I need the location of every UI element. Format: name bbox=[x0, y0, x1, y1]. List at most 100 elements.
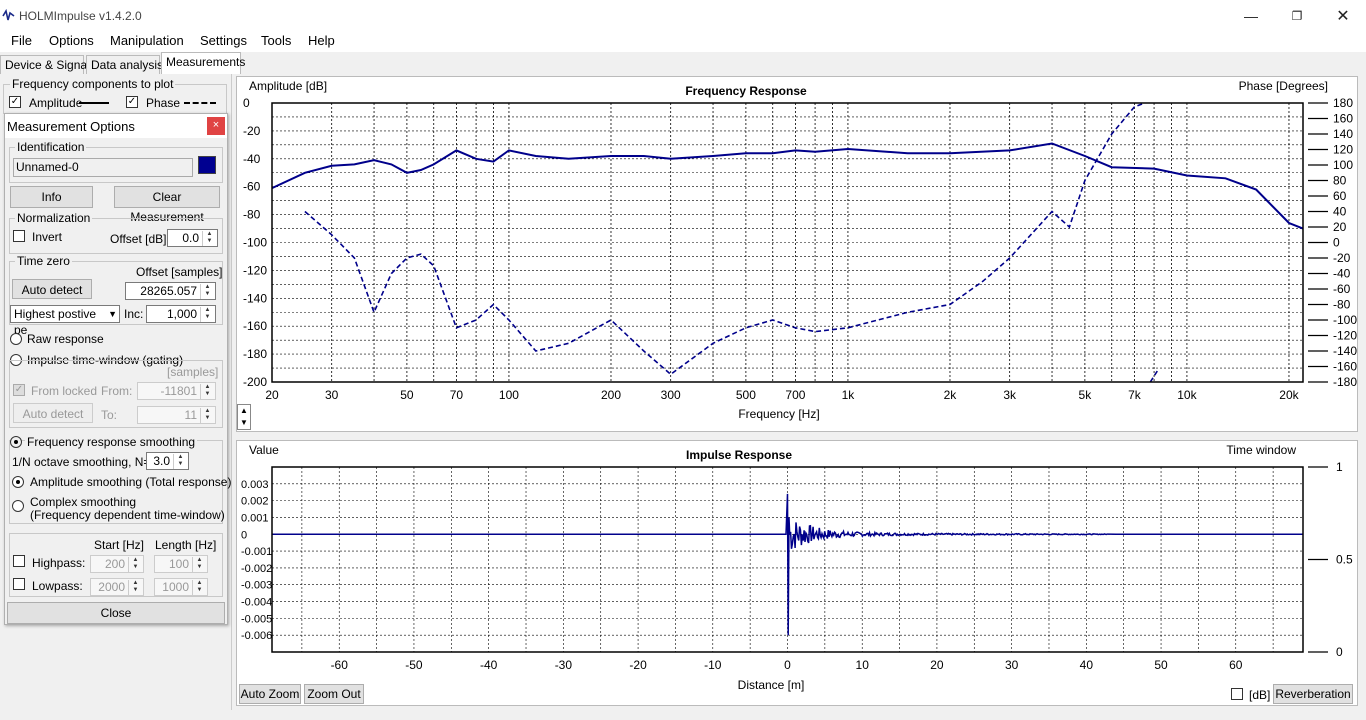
fr-x-tick-1: 30 bbox=[325, 388, 339, 402]
time-zero-mode-select[interactable]: Highest postive pe ▼ bbox=[10, 305, 120, 337]
from-spinner[interactable]: ▲ ▼ bbox=[200, 384, 214, 399]
raw-response-radio[interactable] bbox=[10, 333, 22, 345]
frequency-response-chart[interactable]: Amplitude [dB] Phase [Degrees] Frequency… bbox=[236, 76, 1358, 432]
ir-x-tick-8: 20 bbox=[930, 658, 944, 672]
offset-samples-spinner[interactable]: ▲ ▼ bbox=[200, 284, 214, 299]
status-bar bbox=[0, 710, 1366, 720]
tab-data-analysis[interactable]: Data analysis bbox=[86, 55, 163, 74]
menu-manipulation[interactable]: Manipulation bbox=[110, 33, 184, 48]
reverberation-button[interactable]: Reverberation bbox=[1273, 684, 1353, 704]
offset-db-spinner[interactable]: ▲ ▼ bbox=[202, 231, 216, 246]
lowpass-length-spinner[interactable]: ▲ ▼ bbox=[192, 580, 206, 595]
highpass-length-field[interactable]: 100 ▲ ▼ bbox=[154, 555, 208, 573]
highpass-checkbox[interactable] bbox=[13, 555, 25, 567]
window-title: HOLMImpulse v1.4.2.0 bbox=[19, 9, 142, 23]
fr-phase-tick-6: 60 bbox=[1333, 189, 1347, 203]
ir-x-tick-4: -20 bbox=[629, 658, 647, 672]
from-value: -11801 bbox=[160, 384, 197, 398]
highpass-start-spinner[interactable]: ▲ ▼ bbox=[128, 557, 142, 572]
menu-tools[interactable]: Tools bbox=[261, 33, 292, 48]
restore-button[interactable]: ❐ bbox=[1274, 0, 1320, 32]
offset-db-field[interactable]: 0.0 ▲ ▼ bbox=[167, 229, 218, 247]
fr-y-tick-5: -100 bbox=[243, 236, 267, 250]
ir-y-tick-7: -0.004 bbox=[241, 597, 272, 609]
auto-detect-gating-button[interactable]: Auto detect bbox=[13, 403, 93, 423]
close-window-button[interactable]: ✕ bbox=[1320, 0, 1366, 32]
fr-phase-tick-17: -160 bbox=[1333, 360, 1357, 374]
lowpass-length-field[interactable]: 1000 ▲ ▼ bbox=[154, 578, 208, 596]
menu-settings[interactable]: Settings bbox=[200, 33, 247, 48]
highpass-start-field[interactable]: 200 ▲ ▼ bbox=[90, 555, 144, 573]
fr-phase-tick-8: 20 bbox=[1333, 220, 1347, 234]
phase-checkbox[interactable]: ✓ bbox=[126, 96, 138, 108]
ir-y-ticks: 0.003 0.002 0.001 0 -0.001 -0.002 -0.003 -0.004… bbox=[241, 479, 272, 642]
filters-group bbox=[9, 533, 223, 597]
ir-window-tick-2: 0 bbox=[1336, 645, 1343, 659]
to-field[interactable]: 11 ▲ ▼ bbox=[137, 406, 216, 424]
fr-phase-tick-12: -60 bbox=[1333, 282, 1351, 296]
ir-x-tick-5: -10 bbox=[704, 658, 722, 672]
menu-file[interactable]: File bbox=[11, 33, 32, 48]
complex-smoothing-radio[interactable] bbox=[12, 500, 24, 512]
fr-grid bbox=[271, 102, 1303, 383]
samples-label: [samples] bbox=[167, 365, 219, 379]
auto-detect-button[interactable]: Auto detect bbox=[12, 279, 92, 299]
smoothing-radio[interactable] bbox=[10, 436, 22, 448]
fr-phase-tick-1: 160 bbox=[1333, 112, 1353, 126]
amplitude-smoothing-radio[interactable] bbox=[12, 476, 24, 488]
invert-checkbox[interactable] bbox=[13, 230, 25, 242]
octave-field[interactable]: 3.0 ▲ ▼ bbox=[146, 452, 189, 470]
minimize-button[interactable]: — bbox=[1228, 0, 1274, 32]
identification-field[interactable]: Unnamed-0 bbox=[13, 158, 193, 177]
inc-value: 1,000 bbox=[166, 307, 197, 321]
fr-x-tick-11: 3k bbox=[1003, 388, 1017, 402]
from-label: From: bbox=[101, 384, 133, 398]
auto-zoom-button[interactable]: Auto Zoom bbox=[239, 684, 301, 704]
ir-x-tick-6: 0 bbox=[784, 658, 791, 672]
lowpass-start-spinner[interactable]: ▲ ▼ bbox=[128, 580, 142, 595]
from-field[interactable]: -11801 ▲ ▼ bbox=[137, 382, 216, 400]
impulse-series-line bbox=[272, 493, 1303, 636]
fr-plot-frame bbox=[271, 102, 1304, 383]
inc-field[interactable]: 1,000 ▲ ▼ bbox=[146, 305, 216, 323]
fr-scroll-buttons[interactable]: ▲ ▼ bbox=[237, 404, 251, 430]
ir-x-tick-10: 40 bbox=[1080, 658, 1094, 672]
tab-strip: Device & Signal Data analysis Measuremen… bbox=[0, 52, 245, 74]
close-button[interactable]: Close bbox=[7, 602, 225, 624]
lowpass-checkbox[interactable] bbox=[13, 578, 25, 590]
lowpass-start-field[interactable]: 2000 ▲ ▼ bbox=[90, 578, 144, 596]
menu-options[interactable]: Options bbox=[49, 33, 94, 48]
dialog-close-button[interactable]: × bbox=[207, 117, 225, 135]
offset-samples-field[interactable]: 28265.057 ▲ ▼ bbox=[125, 282, 216, 300]
to-spinner[interactable]: ▲ ▼ bbox=[200, 408, 214, 423]
fr-y-tick-8: -160 bbox=[243, 319, 267, 333]
db-checkbox[interactable] bbox=[1231, 688, 1243, 700]
ir-y-tick-1: 0.002 bbox=[241, 496, 269, 508]
amplitude-smoothing-label: Amplitude smoothing (Total response) bbox=[30, 475, 232, 489]
highpass-length-spinner[interactable]: ▲ ▼ bbox=[192, 557, 206, 572]
fr-phase-tick-10: -20 bbox=[1333, 251, 1351, 265]
amplitude-checkbox[interactable]: ✓ bbox=[9, 96, 21, 108]
inc-spinner[interactable]: ▲ ▼ bbox=[200, 307, 214, 322]
chevron-down-icon: ▼ bbox=[108, 309, 117, 319]
tab-device-signal[interactable]: Device & Signal bbox=[0, 55, 90, 74]
octave-spinner[interactable]: ▲ ▼ bbox=[173, 454, 187, 469]
impulse-response-chart[interactable]: Value Time window Impulse Response Dista… bbox=[236, 440, 1358, 706]
fr-phase-tick-15: -120 bbox=[1333, 329, 1357, 343]
fr-y-tick-7: -140 bbox=[243, 291, 267, 305]
zoom-out-button[interactable]: Zoom Out bbox=[304, 684, 364, 704]
phase-series-line bbox=[304, 102, 1145, 376]
measurement-color-swatch[interactable] bbox=[198, 156, 216, 174]
fr-x-tick-6: 300 bbox=[661, 388, 681, 402]
menu-help[interactable]: Help bbox=[308, 33, 335, 48]
info-button[interactable]: Info bbox=[10, 186, 93, 208]
fr-phase-tick-13: -80 bbox=[1333, 298, 1351, 312]
normalization-title: Normalization bbox=[15, 211, 93, 225]
clear-measurement-button[interactable]: Clear Measurement bbox=[114, 186, 220, 224]
fr-x-tick-4: 100 bbox=[499, 388, 519, 402]
octave-label: 1/N octave smoothing, N= bbox=[12, 455, 151, 469]
amplitude-line-sample bbox=[79, 102, 109, 104]
tab-measurements[interactable]: Measurements bbox=[161, 52, 245, 74]
length-hz-label: Length [Hz] bbox=[155, 538, 217, 552]
from-locked-checkbox[interactable]: ✓ bbox=[13, 384, 25, 396]
